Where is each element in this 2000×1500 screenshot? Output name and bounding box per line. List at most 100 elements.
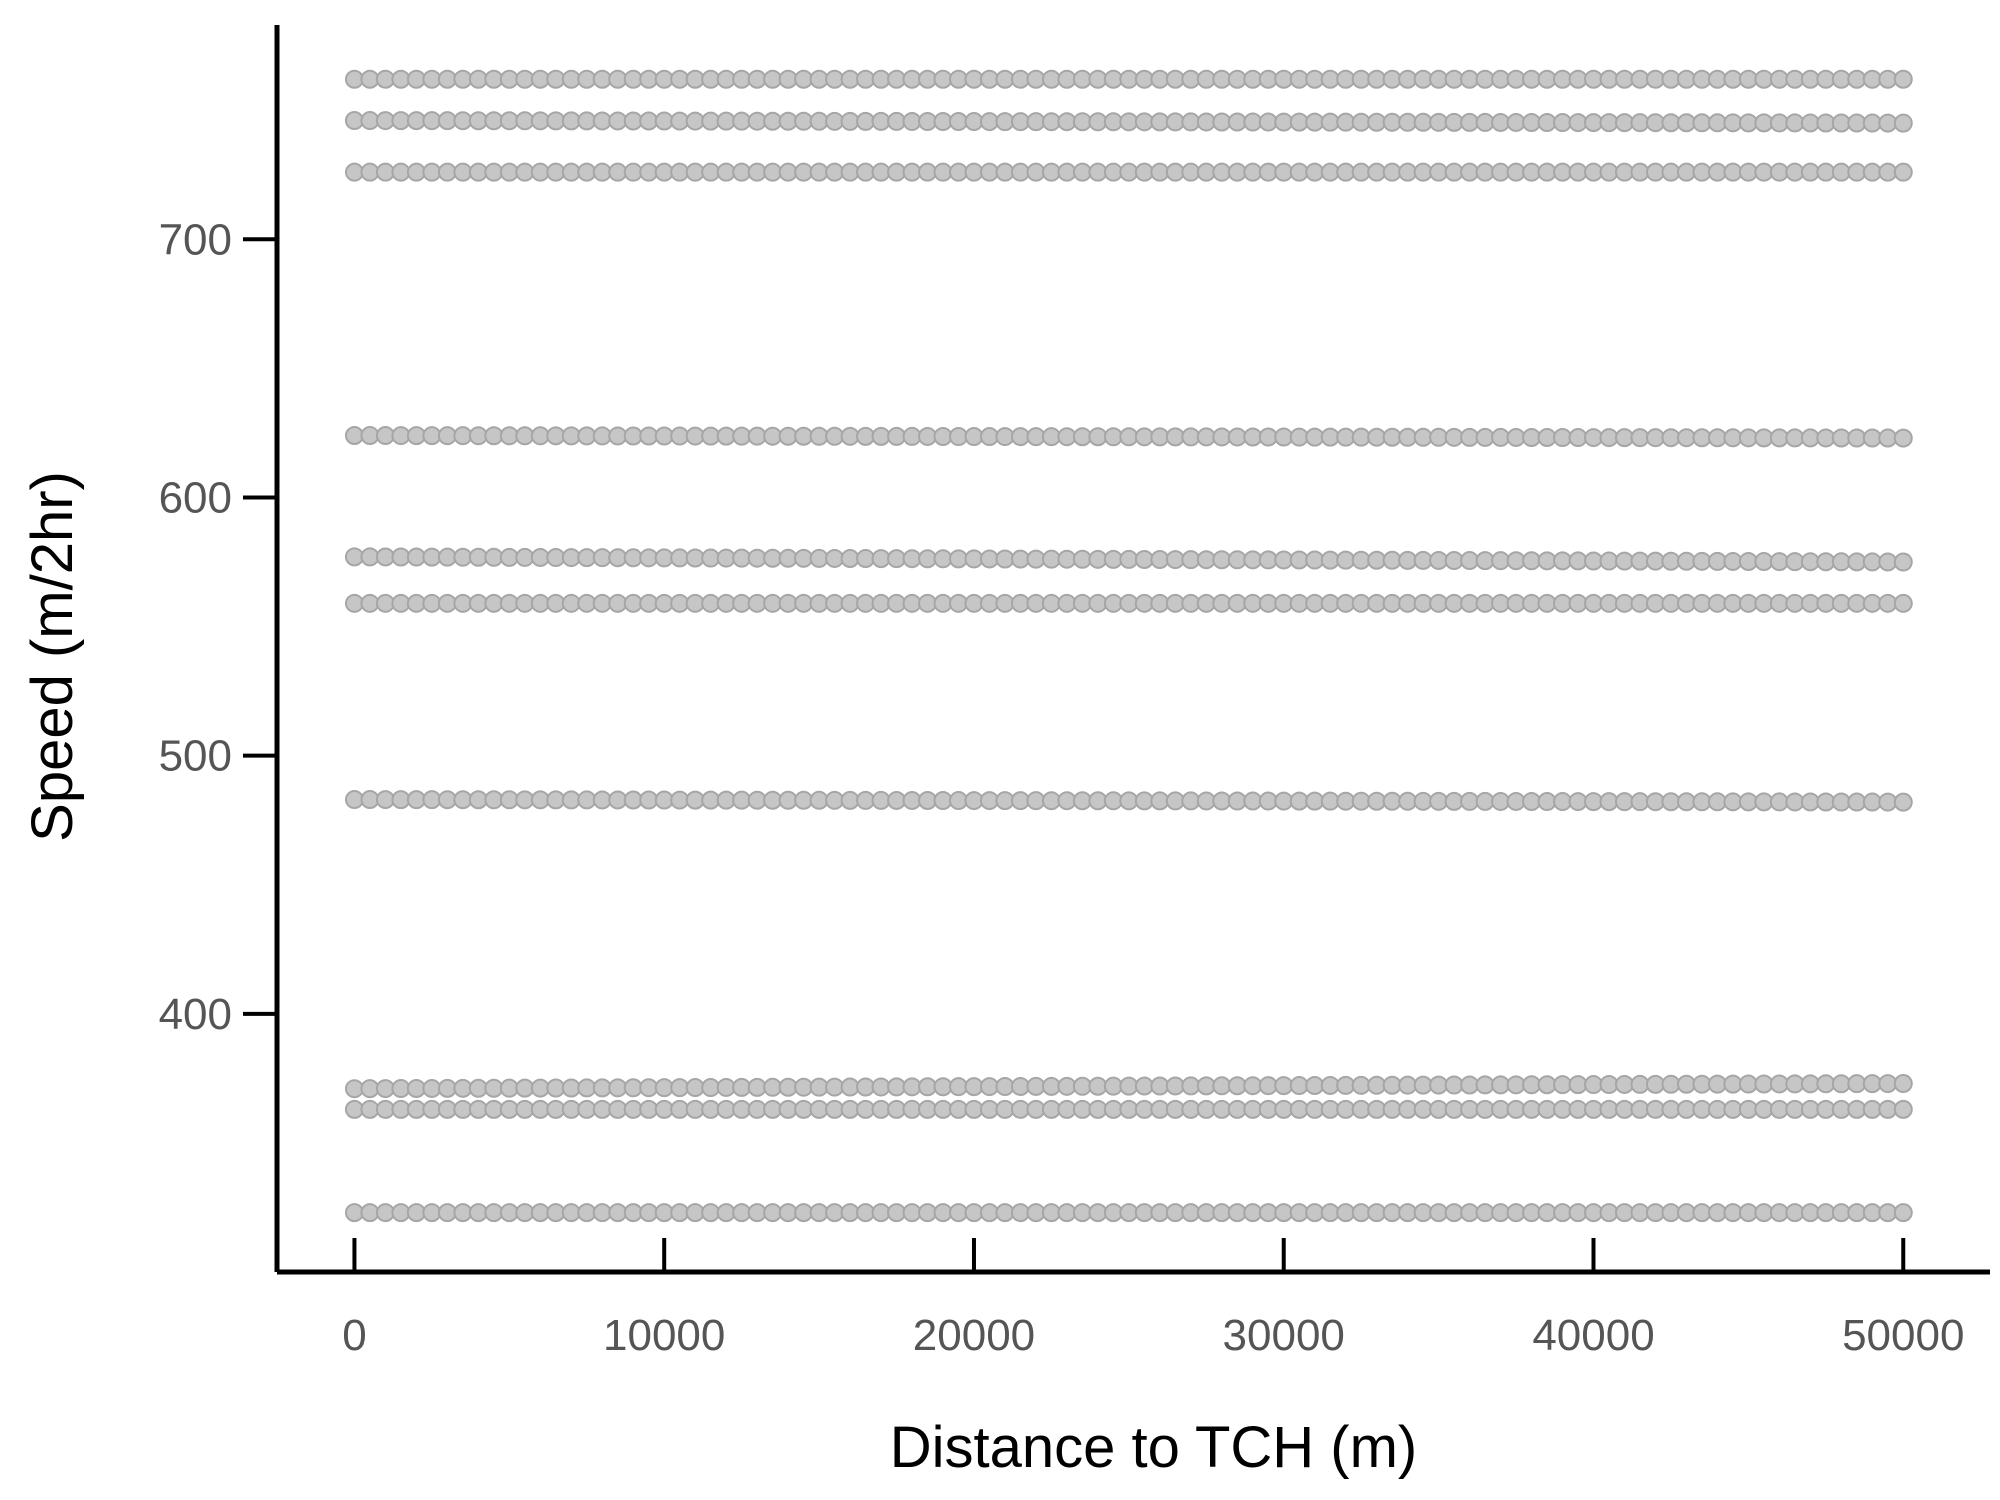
data-point	[1522, 427, 1542, 447]
data-point	[1522, 1075, 1542, 1095]
data-point	[732, 593, 752, 613]
data-point	[763, 426, 783, 446]
data-point	[747, 593, 767, 613]
data-point	[1026, 69, 1046, 89]
data-point	[422, 790, 442, 810]
data-point	[1800, 1203, 1820, 1223]
data-point	[1491, 1075, 1511, 1095]
data-point	[1568, 428, 1588, 448]
data-point	[1088, 427, 1108, 447]
data-point	[809, 111, 829, 131]
data-point	[1553, 1203, 1573, 1223]
data-point	[1661, 113, 1681, 133]
data-point	[1878, 1074, 1898, 1094]
data-point	[1599, 69, 1619, 89]
data-point	[1506, 791, 1526, 811]
data-point	[933, 162, 953, 182]
data-point	[577, 162, 597, 182]
data-point	[948, 1099, 968, 1119]
data-point	[1336, 1203, 1356, 1223]
data-point	[1057, 69, 1077, 89]
data-point	[1196, 1076, 1216, 1096]
data-point	[1522, 162, 1542, 182]
data-point	[933, 69, 953, 89]
data-point	[1382, 162, 1402, 182]
data-point	[1831, 1074, 1851, 1094]
data-point	[1196, 791, 1216, 811]
data-point	[406, 1099, 426, 1119]
data-point	[1537, 593, 1557, 613]
data-point	[1491, 551, 1511, 571]
data-point	[1336, 69, 1356, 89]
data-point	[499, 69, 519, 89]
data-point	[1072, 112, 1092, 132]
data-point	[1893, 593, 1913, 613]
data-point	[375, 1099, 395, 1119]
data-point	[422, 69, 442, 89]
data-point	[1320, 791, 1340, 811]
data-point	[1506, 1203, 1526, 1223]
data-point	[1382, 550, 1402, 570]
data-point	[1305, 1075, 1325, 1095]
data-point	[1165, 112, 1185, 132]
data-point	[964, 69, 984, 89]
data-point	[1816, 162, 1836, 182]
data-point	[1134, 549, 1154, 569]
data-point	[344, 790, 364, 810]
data-point	[794, 111, 814, 131]
data-point	[856, 111, 876, 131]
data-point	[1196, 112, 1216, 132]
data-point	[871, 162, 891, 182]
data-point	[670, 593, 690, 613]
data-point	[1800, 428, 1820, 448]
data-point	[1831, 593, 1851, 613]
data-point	[391, 426, 411, 446]
data-point	[995, 1077, 1015, 1097]
data-point	[794, 1099, 814, 1119]
data-point	[1010, 112, 1030, 132]
data-point	[1645, 792, 1665, 812]
data-point	[1165, 791, 1185, 811]
data-point	[1413, 69, 1433, 89]
data-point	[1893, 1203, 1913, 1223]
data-point	[995, 1099, 1015, 1119]
data-point	[933, 593, 953, 613]
data-point	[639, 1078, 659, 1098]
series-1	[344, 69, 1913, 89]
data-point	[592, 426, 612, 446]
data-point	[794, 593, 814, 613]
data-point	[1196, 550, 1216, 570]
data-point	[902, 549, 922, 569]
data-point	[716, 426, 736, 446]
data-point	[995, 1203, 1015, 1223]
data-point	[716, 1203, 736, 1223]
data-point	[1289, 69, 1309, 89]
data-point	[1072, 593, 1092, 613]
data-point	[1847, 113, 1867, 133]
data-point	[778, 1099, 798, 1119]
data-point	[1568, 113, 1588, 133]
data-point	[1475, 112, 1495, 132]
data-point	[794, 162, 814, 182]
data-point	[1584, 792, 1603, 812]
data-point	[344, 69, 364, 89]
data-point	[1676, 162, 1696, 182]
data-point	[1367, 550, 1387, 570]
data-point	[1041, 162, 1061, 182]
series-9	[344, 1099, 1913, 1119]
data-point	[577, 1078, 597, 1098]
data-point	[1475, 593, 1495, 613]
data-point	[856, 790, 876, 810]
data-point	[825, 162, 845, 182]
data-point	[887, 426, 907, 446]
data-point	[1041, 593, 1061, 613]
data-point	[1227, 427, 1247, 447]
data-point	[1134, 162, 1154, 182]
data-point	[1537, 1203, 1557, 1223]
data-point	[1444, 427, 1464, 447]
data-point	[747, 1099, 767, 1119]
data-point	[1568, 162, 1588, 182]
data-point	[747, 69, 767, 89]
data-point	[530, 1203, 550, 1223]
data-point	[1553, 162, 1573, 182]
